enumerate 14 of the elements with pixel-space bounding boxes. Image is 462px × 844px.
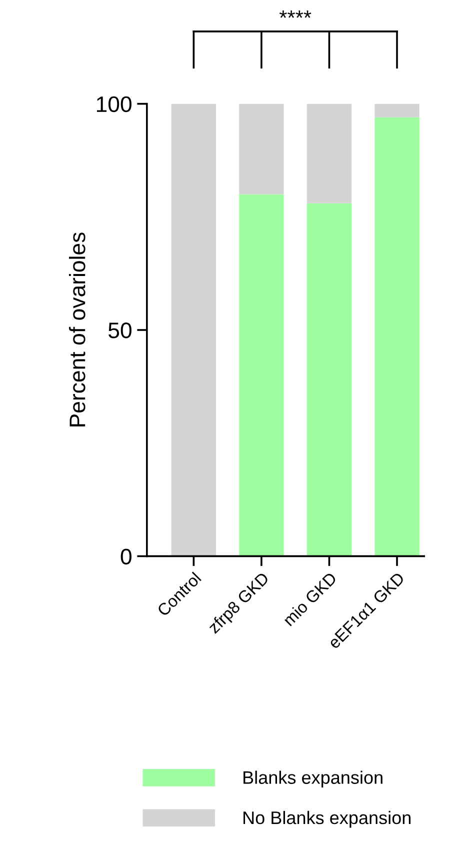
y-axis-title: Percent of ovarioles: [68, 232, 86, 426]
bar: [171, 104, 216, 556]
y-tick-label: 50: [108, 322, 132, 338]
bar: [306, 104, 352, 204]
bar: [306, 203, 352, 556]
bar: [374, 104, 420, 118]
legend-label: No Blanks expansion: [244, 810, 410, 828]
bar: [239, 194, 284, 556]
bar: [374, 117, 420, 556]
bar: [239, 104, 284, 194]
y-tick-label: 0: [120, 548, 132, 564]
y-tick-label: 100: [96, 96, 132, 112]
legend-label: Blanks expansion: [244, 770, 382, 788]
text: ****: [279, 10, 312, 18]
